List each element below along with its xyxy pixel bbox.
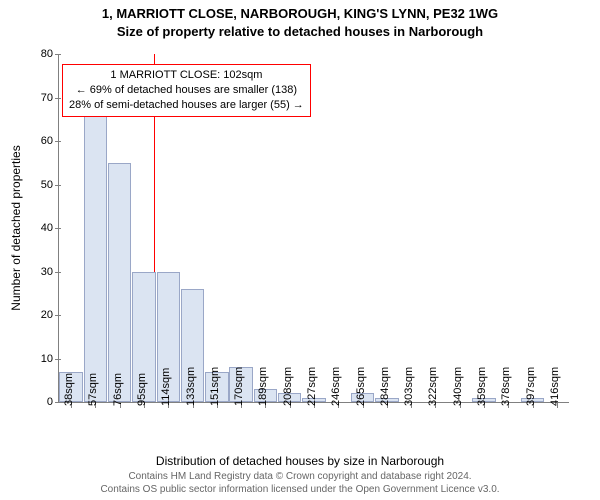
y-tick-label: 30	[41, 266, 59, 278]
y-tick-label: 60	[41, 135, 59, 147]
x-tick-label: 246sqm	[330, 367, 342, 406]
annotation-line-1: 1 MARRIOTT CLOSE: 102sqm	[69, 68, 304, 83]
x-tick-label: 38sqm	[63, 373, 75, 406]
x-tick-label: 227sqm	[306, 367, 318, 406]
chart-title-line2: Size of property relative to detached ho…	[0, 24, 600, 39]
x-tick-label: 265sqm	[355, 367, 367, 406]
x-tick-label: 57sqm	[87, 373, 99, 406]
y-tick-label: 70	[41, 92, 59, 104]
x-tick-label: 114sqm	[160, 368, 172, 406]
y-tick-label: 0	[47, 396, 59, 408]
x-tick-label: 208sqm	[282, 367, 294, 406]
x-tick-label: 133sqm	[185, 367, 197, 406]
annotation-box: 1 MARRIOTT CLOSE: 102sqm ← 69% of detach…	[62, 64, 311, 117]
x-tick-label: 322sqm	[427, 367, 439, 406]
x-axis-label: Distribution of detached houses by size …	[0, 454, 600, 468]
y-tick-label: 20	[41, 309, 59, 321]
x-tick-label: 359sqm	[476, 367, 488, 406]
x-tick-label: 416sqm	[549, 367, 561, 406]
x-tick-label: 284sqm	[379, 367, 391, 406]
x-tick-label: 76sqm	[112, 373, 124, 406]
footer-line-1: Contains HM Land Registry data © Crown c…	[0, 470, 600, 483]
chart-footer: Contains HM Land Registry data © Crown c…	[0, 470, 600, 496]
x-tick-label: 397sqm	[525, 367, 537, 406]
x-tick-label: 151sqm	[209, 367, 221, 406]
x-tick-label: 340sqm	[452, 367, 464, 406]
x-tick-label: 189sqm	[257, 367, 269, 406]
y-tick-label: 50	[41, 179, 59, 191]
annotation-line-3: 28% of semi-detached houses are larger (…	[69, 98, 304, 113]
chart-root: 1, MARRIOTT CLOSE, NARBOROUGH, KING'S LY…	[0, 0, 600, 500]
histogram-bar	[84, 111, 107, 402]
x-tick-label: 95sqm	[136, 373, 148, 406]
x-tick-label: 170sqm	[233, 367, 245, 406]
histogram-bar	[108, 163, 131, 402]
chart-title-line1: 1, MARRIOTT CLOSE, NARBOROUGH, KING'S LY…	[0, 6, 600, 21]
x-tick-label: 303sqm	[403, 367, 415, 406]
footer-line-2: Contains OS public sector information li…	[0, 483, 600, 496]
x-tick-label: 378sqm	[500, 367, 512, 406]
y-tick-label: 40	[41, 222, 59, 234]
y-axis-label: Number of detached properties	[9, 145, 23, 310]
y-tick-label: 10	[41, 353, 59, 365]
y-tick-label: 80	[41, 48, 59, 60]
annotation-line-2: ← 69% of detached houses are smaller (13…	[69, 83, 304, 98]
